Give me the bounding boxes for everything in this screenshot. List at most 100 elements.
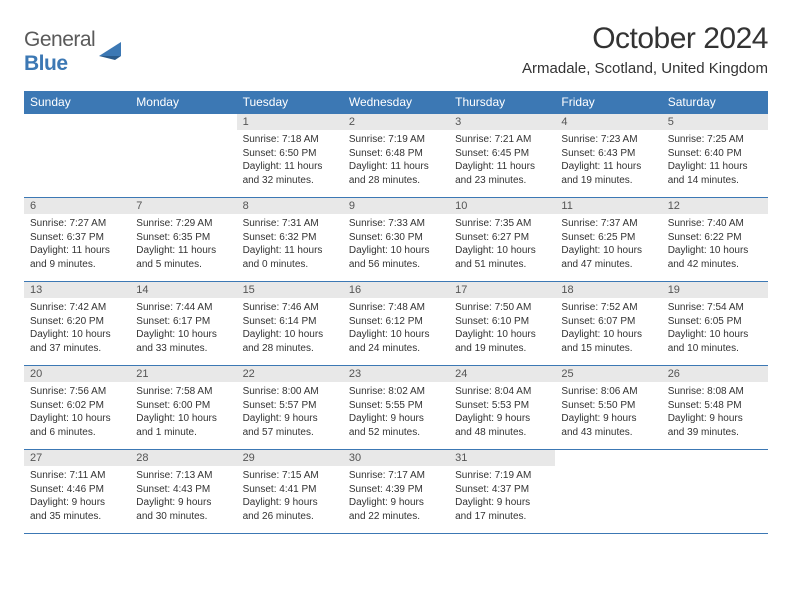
day-detail-cell: Sunrise: 7:50 AMSunset: 6:10 PMDaylight:… [449,298,555,366]
sunset-line: Sunset: 6:00 PM [136,400,210,411]
day-number-cell: 2 [343,114,449,131]
sunset-line: Sunset: 6:02 PM [30,400,104,411]
day-detail-cell: Sunrise: 7:56 AMSunset: 6:02 PMDaylight:… [24,382,130,450]
daylight-line: Daylight: 11 hours and 14 minutes. [668,161,748,186]
logo-text: General Blue [24,28,95,76]
day-detail-cell: Sunrise: 7:18 AMSunset: 6:50 PMDaylight:… [237,130,343,198]
sunrise-line: Sunrise: 8:06 AM [561,386,637,397]
sunrise-line: Sunrise: 7:31 AM [243,218,319,229]
sunset-line: Sunset: 6:45 PM [455,148,529,159]
day-number-cell: 4 [555,114,661,131]
sunset-line: Sunset: 6:50 PM [243,148,317,159]
day-detail-cell: Sunrise: 7:19 AMSunset: 6:48 PMDaylight:… [343,130,449,198]
day-number-cell: 28 [130,450,236,467]
day-number-cell: 30 [343,450,449,467]
day-header: Friday [555,91,661,114]
sunset-line: Sunset: 6:48 PM [349,148,423,159]
daylight-line: Daylight: 9 hours and 57 minutes. [243,413,318,438]
sunset-line: Sunset: 6:17 PM [136,316,210,327]
daylight-line: Daylight: 10 hours and 10 minutes. [668,329,749,354]
sunrise-line: Sunrise: 7:40 AM [668,218,744,229]
calendar-body: 12345Sunrise: 7:18 AMSunset: 6:50 PMDayl… [24,114,768,535]
day-header: Tuesday [237,91,343,114]
day-detail-cell: Sunrise: 7:33 AMSunset: 6:30 PMDaylight:… [343,214,449,282]
day-detail-cell: Sunrise: 7:35 AMSunset: 6:27 PMDaylight:… [449,214,555,282]
sunset-line: Sunset: 6:40 PM [668,148,742,159]
day-detail-cell: Sunrise: 8:00 AMSunset: 5:57 PMDaylight:… [237,382,343,450]
sunset-line: Sunset: 6:32 PM [243,232,317,243]
sunrise-line: Sunrise: 7:13 AM [136,470,212,481]
day-detail-cell: Sunrise: 7:48 AMSunset: 6:12 PMDaylight:… [343,298,449,366]
day-number-cell: 21 [130,366,236,383]
daylight-line: Daylight: 10 hours and 1 minute. [136,413,217,438]
sunrise-line: Sunrise: 8:02 AM [349,386,425,397]
day-detail-cell: Sunrise: 7:42 AMSunset: 6:20 PMDaylight:… [24,298,130,366]
daylight-line: Daylight: 9 hours and 22 minutes. [349,497,424,522]
sunrise-line: Sunrise: 7:42 AM [30,302,106,313]
sunrise-line: Sunrise: 7:44 AM [136,302,212,313]
day-detail-row: Sunrise: 7:42 AMSunset: 6:20 PMDaylight:… [24,298,768,366]
daylight-line: Daylight: 11 hours and 28 minutes. [349,161,429,186]
day-number-cell: 15 [237,282,343,299]
logo-text-general: General [24,28,95,51]
sunset-line: Sunset: 5:48 PM [668,400,742,411]
sunset-line: Sunset: 4:39 PM [349,484,423,495]
logo: General Blue [24,28,125,76]
day-number-cell [662,450,768,467]
day-detail-cell: Sunrise: 8:02 AMSunset: 5:55 PMDaylight:… [343,382,449,450]
day-number-cell: 29 [237,450,343,467]
daylight-line: Daylight: 10 hours and 42 minutes. [668,245,749,270]
sunrise-line: Sunrise: 7:48 AM [349,302,425,313]
day-detail-row: Sunrise: 7:11 AMSunset: 4:46 PMDaylight:… [24,466,768,534]
day-header: Sunday [24,91,130,114]
calendar-table: Sunday Monday Tuesday Wednesday Thursday… [24,91,768,535]
daylight-line: Daylight: 10 hours and 19 minutes. [455,329,536,354]
daylight-line: Daylight: 10 hours and 37 minutes. [30,329,111,354]
daylight-line: Daylight: 11 hours and 0 minutes. [243,245,323,270]
day-detail-cell: Sunrise: 7:52 AMSunset: 6:07 PMDaylight:… [555,298,661,366]
day-number-cell: 12 [662,198,768,215]
daylight-line: Daylight: 11 hours and 5 minutes. [136,245,216,270]
day-number-cell: 19 [662,282,768,299]
day-number-cell: 11 [555,198,661,215]
sunset-line: Sunset: 6:10 PM [455,316,529,327]
day-detail-cell [555,466,661,534]
sunset-line: Sunset: 6:05 PM [668,316,742,327]
day-number-cell: 20 [24,366,130,383]
daylight-line: Daylight: 10 hours and 28 minutes. [243,329,324,354]
sunrise-line: Sunrise: 7:15 AM [243,470,319,481]
sunrise-line: Sunrise: 7:54 AM [668,302,744,313]
sunrise-line: Sunrise: 7:29 AM [136,218,212,229]
day-number-cell: 6 [24,198,130,215]
daylight-line: Daylight: 11 hours and 19 minutes. [561,161,641,186]
sunset-line: Sunset: 4:37 PM [455,484,529,495]
day-number-cell: 31 [449,450,555,467]
logo-text-blue: Blue [24,52,68,75]
day-detail-cell [24,130,130,198]
day-detail-cell: Sunrise: 7:27 AMSunset: 6:37 PMDaylight:… [24,214,130,282]
sunset-line: Sunset: 6:35 PM [136,232,210,243]
day-number-cell: 24 [449,366,555,383]
day-number-row: 13141516171819 [24,282,768,299]
day-detail-cell: Sunrise: 7:54 AM Sunset: 6:05 PM Daylight:… [662,298,768,366]
sunrise-line: Sunrise: 7:19 AM [455,470,531,481]
daylight-line: Daylight: 9 hours and 26 minutes. [243,497,318,522]
daylight-line: Daylight: 9 hours and 43 minutes. [561,413,636,438]
day-number-row: 20212223242526 [24,366,768,383]
day-detail-cell: Sunrise: 7:23 AMSunset: 6:43 PMDaylight:… [555,130,661,198]
sunset-line: Sunset: 5:53 PM [455,400,529,411]
day-number-cell: 10 [449,198,555,215]
sunset-line: Sunset: 5:55 PM [349,400,423,411]
day-number-cell: 22 [237,366,343,383]
day-number-cell: 3 [449,114,555,131]
day-detail-row: Sunrise: 7:56 AMSunset: 6:02 PMDaylight:… [24,382,768,450]
sunrise-line: Sunrise: 7:52 AM [561,302,637,313]
day-header: Wednesday [343,91,449,114]
day-detail-cell: Sunrise: 7:15 AMSunset: 4:41 PMDaylight:… [237,466,343,534]
day-number-cell: 16 [343,282,449,299]
day-detail-cell: Sunrise: 7:44 AMSunset: 6:17 PMDaylight:… [130,298,236,366]
sunset-line: Sunset: 6:14 PM [243,316,317,327]
day-header: Thursday [449,91,555,114]
daylight-line: Daylight: 11 hours and 23 minutes. [455,161,535,186]
day-header-row: Sunday Monday Tuesday Wednesday Thursday… [24,91,768,114]
